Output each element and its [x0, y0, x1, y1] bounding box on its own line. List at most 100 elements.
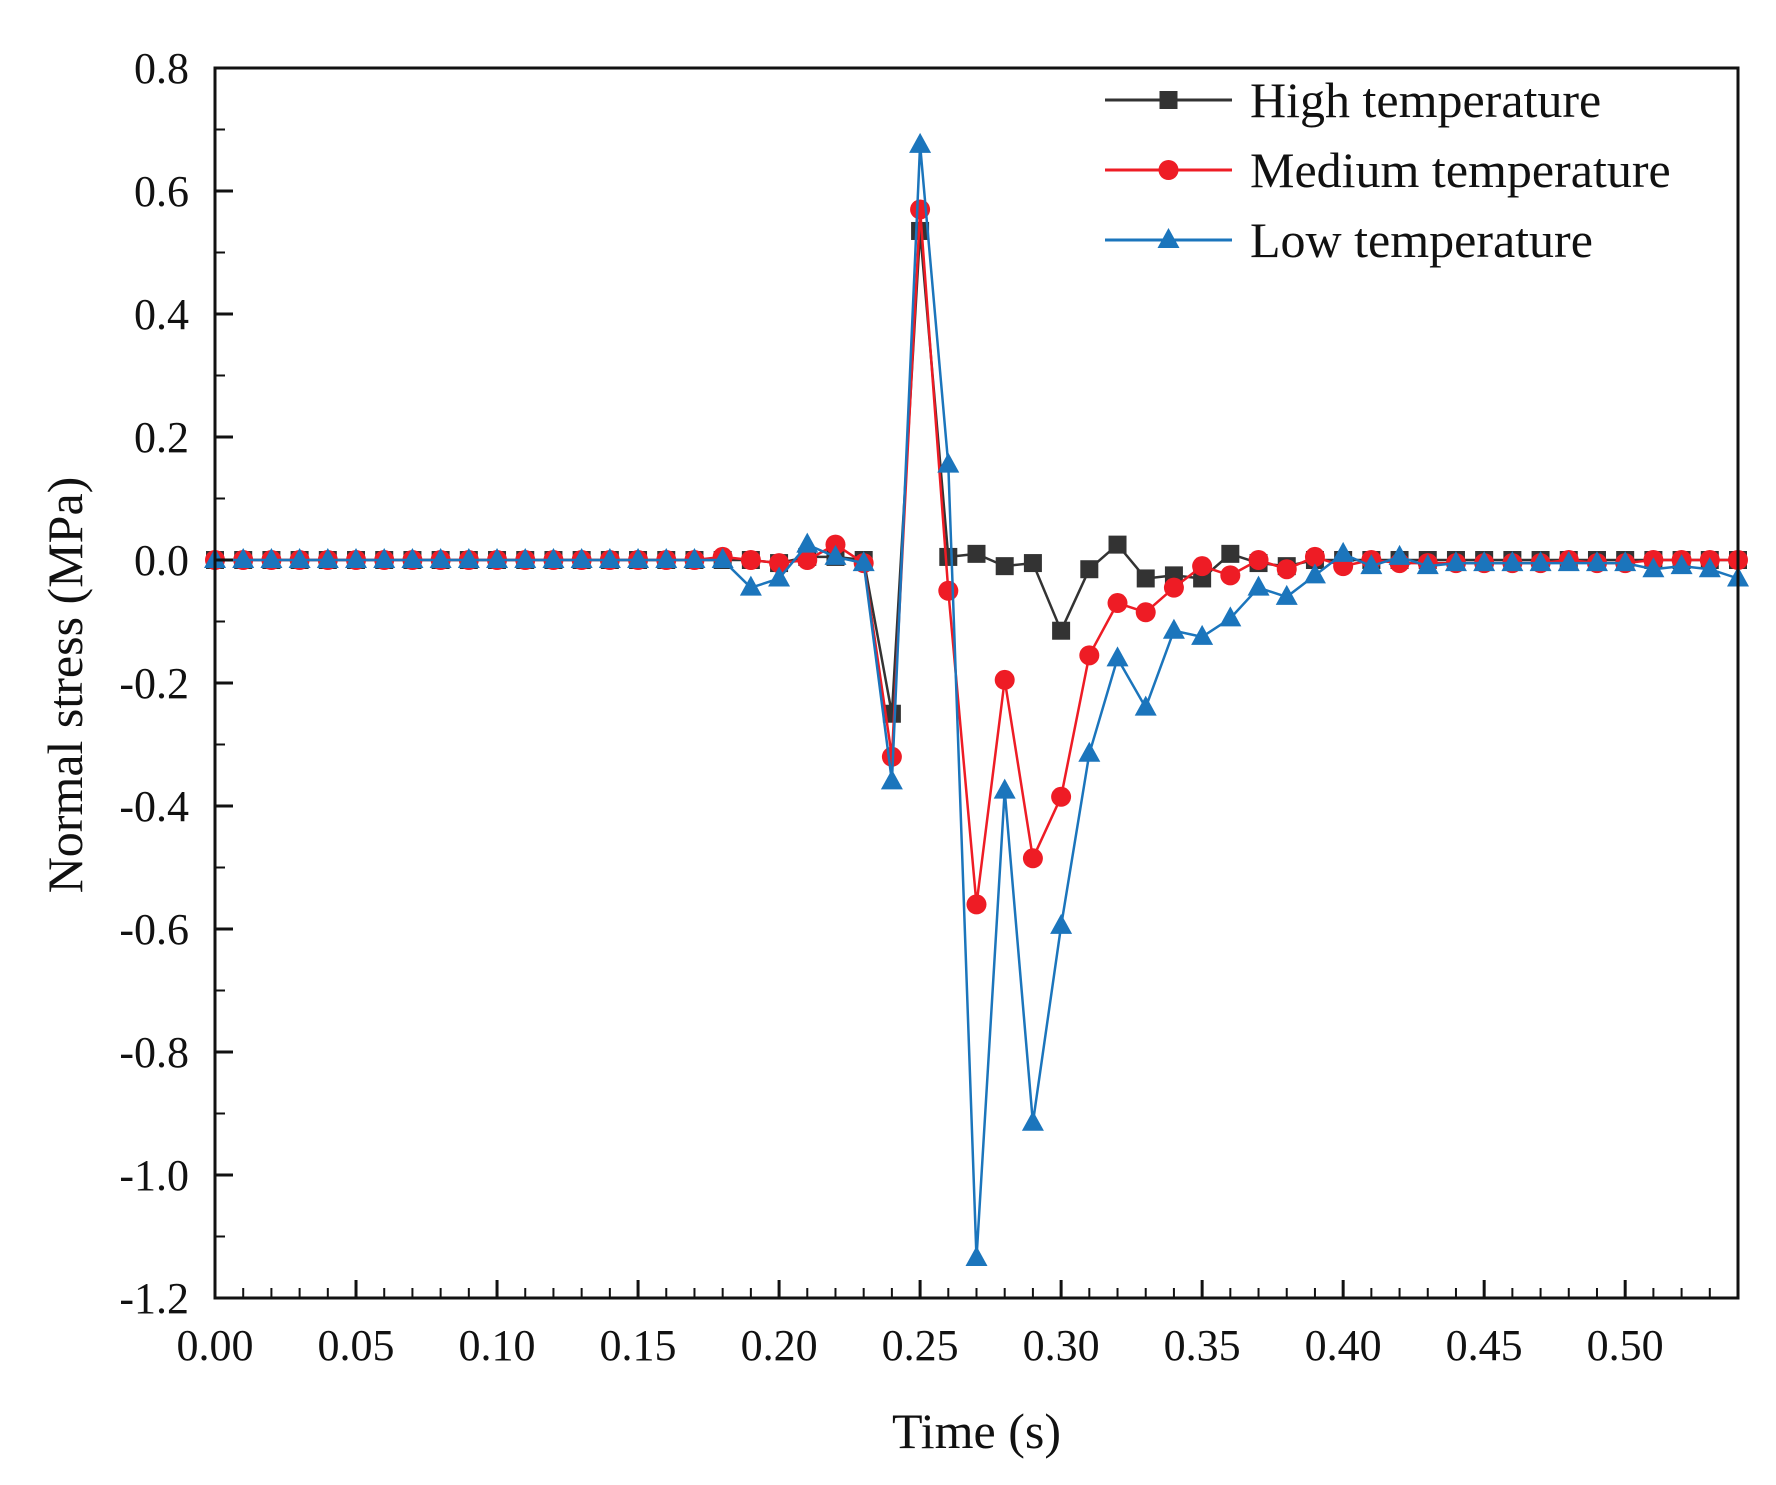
- data-point: [514, 548, 537, 568]
- data-point: [598, 548, 621, 568]
- data-point: [1078, 741, 1101, 762]
- x-axis-title: Time (s): [892, 1403, 1061, 1459]
- data-point: [1106, 646, 1129, 667]
- data-point: [1162, 618, 1185, 639]
- data-point: [1108, 535, 1127, 554]
- data-point: [739, 575, 762, 596]
- x-tick-label: 0.50: [1587, 1321, 1664, 1370]
- y-tick-label: 0.8: [134, 44, 189, 93]
- data-point: [1360, 554, 1383, 575]
- data-point: [797, 550, 818, 570]
- data-point: [1050, 913, 1073, 934]
- data-point: [1051, 786, 1072, 807]
- data-point: [938, 580, 959, 601]
- data-point: [1022, 848, 1043, 869]
- legend-marker: [1157, 228, 1180, 248]
- y-tick-label: 0.4: [134, 290, 189, 339]
- data-point: [769, 553, 790, 574]
- data-point: [1021, 1110, 1044, 1131]
- data-point: [1670, 554, 1693, 575]
- data-point: [1444, 551, 1467, 572]
- x-tick-label: 0.40: [1305, 1321, 1382, 1370]
- x-tick-label: 0.25: [882, 1321, 959, 1370]
- y-tick-label: 0.0: [134, 536, 189, 585]
- x-tick-label: 0.30: [1023, 1321, 1100, 1370]
- data-point: [939, 547, 958, 566]
- data-point: [1304, 546, 1325, 567]
- data-point: [232, 548, 255, 568]
- data-point: [993, 778, 1016, 799]
- y-tick-label: -1.2: [119, 1274, 189, 1323]
- x-tick-label: 0.35: [1164, 1321, 1241, 1370]
- data-point: [1557, 551, 1580, 572]
- data-point: [1642, 557, 1665, 578]
- data-point: [1134, 695, 1157, 716]
- data-point: [1501, 551, 1524, 572]
- data-point: [965, 1246, 988, 1267]
- data-point: [1275, 584, 1298, 605]
- data-point: [1388, 544, 1411, 565]
- legend-item: High temperature: [1105, 72, 1601, 128]
- data-point: [1191, 624, 1214, 645]
- data-point: [316, 548, 339, 568]
- data-point: [1473, 551, 1496, 572]
- x-tick-label: 0.00: [177, 1321, 254, 1370]
- data-point: [1220, 565, 1241, 586]
- y-tick-label: -0.8: [119, 1028, 189, 1077]
- data-point: [655, 548, 678, 568]
- data-point: [373, 548, 396, 568]
- data-point: [260, 548, 283, 568]
- data-point: [1276, 559, 1297, 580]
- data-point: [966, 894, 987, 915]
- legend-label: Low temperature: [1250, 212, 1593, 268]
- data-point: [796, 532, 819, 553]
- data-point: [486, 548, 509, 568]
- data-point: [768, 566, 791, 587]
- legend-marker: [1158, 160, 1179, 180]
- data-point: [1219, 606, 1242, 627]
- data-point: [1416, 554, 1439, 575]
- data-point: [401, 548, 424, 568]
- data-point: [457, 548, 480, 568]
- data-point: [1332, 541, 1355, 562]
- data-point: [852, 551, 875, 572]
- x-tick-label: 0.10: [459, 1321, 536, 1370]
- data-point: [1248, 550, 1269, 570]
- legend: High temperature Medium temperature Low te…: [1105, 72, 1671, 268]
- legend-marker: [1159, 91, 1178, 109]
- data-point: [909, 132, 932, 153]
- legend-label: Medium temperature: [1250, 142, 1671, 198]
- data-point: [1080, 560, 1099, 579]
- data-point: [1698, 557, 1721, 578]
- data-point: [711, 548, 734, 568]
- y-tick-label: -0.6: [119, 905, 189, 954]
- data-point: [1247, 575, 1270, 596]
- data-point: [1023, 554, 1042, 573]
- data-point: [825, 534, 846, 555]
- data-point: [1221, 544, 1240, 563]
- x-tick-label: 0.05: [318, 1321, 395, 1370]
- x-tick-label: 0.45: [1446, 1321, 1523, 1370]
- data-point: [345, 548, 368, 568]
- data-point: [542, 548, 565, 568]
- y-tick-label: -0.2: [119, 659, 189, 708]
- data-point: [1614, 551, 1637, 572]
- data-point: [627, 548, 650, 568]
- data-point: [1529, 551, 1552, 572]
- data-point: [1079, 645, 1100, 666]
- data-point: [1135, 602, 1156, 623]
- data-point: [1192, 556, 1213, 577]
- series-low-temperature: [204, 132, 1749, 1267]
- data-point: [994, 669, 1015, 690]
- data-point: [683, 548, 706, 568]
- data-point: [1107, 593, 1128, 614]
- legend-item: Medium temperature: [1105, 142, 1671, 198]
- y-axis-title: Normal stress (MPa): [37, 477, 93, 894]
- data-point: [1163, 577, 1184, 598]
- y-tick-label: -0.4: [119, 782, 189, 831]
- data-point: [1303, 563, 1326, 584]
- data-point: [1585, 551, 1608, 572]
